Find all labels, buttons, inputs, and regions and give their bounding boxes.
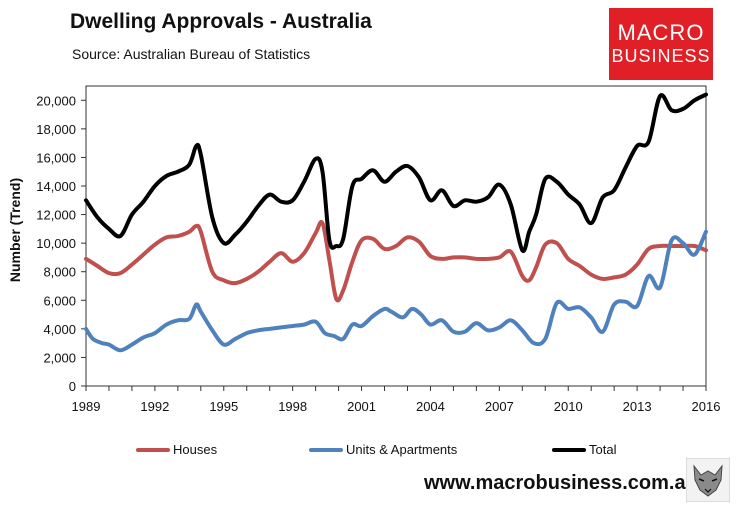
logo-line-2: BUSINESS <box>611 46 711 67</box>
x-tick-label: 2010 <box>554 399 583 414</box>
legend: Houses Units & Apartments Total <box>0 442 740 462</box>
y-tick-label: 0 <box>69 379 76 394</box>
legend-label-total: Total <box>589 442 617 457</box>
legend-item-total: Total <box>552 442 616 457</box>
legend-swatch-units <box>309 447 343 452</box>
wolf-head-icon <box>686 458 730 502</box>
y-tick-label: 6,000 <box>43 293 76 308</box>
x-tick-label: 2007 <box>485 399 514 414</box>
y-tick-label: 14,000 <box>36 179 76 194</box>
x-tick-label: 2013 <box>623 399 652 414</box>
series-line-houses <box>84 220 708 303</box>
x-tick-label: 1998 <box>278 399 307 414</box>
logo-line-1: MACRO <box>617 20 705 45</box>
y-tick-label: 18,000 <box>36 122 76 137</box>
legend-label-houses: Houses <box>173 442 218 457</box>
line-chart: 0 2,000 4,000 6,000 8,000 10,000 12,000 14,000 1… <box>36 85 721 414</box>
legend-swatch-houses <box>136 447 170 452</box>
x-tick-label: 1989 <box>72 399 101 414</box>
x-tick-label: 2001 <box>347 399 376 414</box>
website-url[interactable]: www.macrobusiness.com.au <box>424 472 698 494</box>
chart-title: Dwelling Approvals - Australia <box>70 10 372 33</box>
legend-item-houses: Houses <box>136 442 217 457</box>
legend-label-units: Units & Apartments <box>346 442 458 457</box>
x-tick-label: 1995 <box>209 399 238 414</box>
series-line-total <box>84 92 708 254</box>
x-tick-label: 2016 <box>692 399 721 414</box>
x-tick-label: 2004 <box>416 399 445 414</box>
legend-swatch-total <box>552 447 586 452</box>
y-tick-label: 4,000 <box>43 322 76 337</box>
y-tick-label: 10,000 <box>36 236 76 251</box>
series-line-units <box>84 229 708 353</box>
legend-item-units: Units & Apartments <box>309 442 457 457</box>
y-tick-label: 2,000 <box>43 350 76 365</box>
macrobusiness-logo: MACRO BUSINESS <box>609 8 713 80</box>
y-tick-label: 16,000 <box>36 150 76 165</box>
y-tick-label: 20,000 <box>36 93 76 108</box>
x-tick-label: 1992 <box>140 399 169 414</box>
y-tick-label: 8,000 <box>43 265 76 280</box>
source-note: Source: Australian Bureau of Statistics <box>72 46 311 62</box>
y-tick-label: 12,000 <box>36 208 76 223</box>
